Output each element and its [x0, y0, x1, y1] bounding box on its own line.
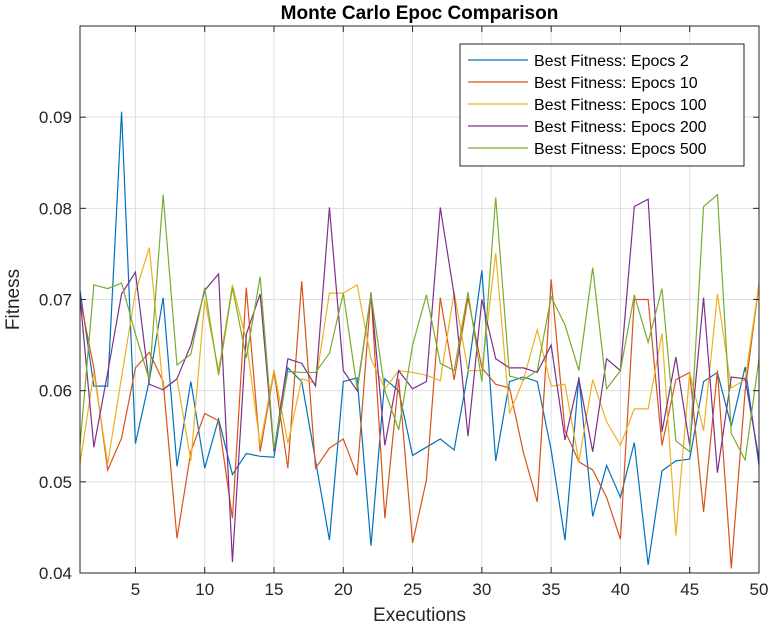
- x-axis-label: Executions: [373, 605, 466, 626]
- legend-label-5: Best Fitness: Epocs 500: [534, 141, 707, 158]
- x-tick-label: 20: [334, 580, 353, 599]
- x-tick-label: 50: [750, 580, 769, 599]
- axis-ticks: 5 10 15 20 25 30 35 40 45 50 0.04 0.05 0.06 0.07 0.08 0…: [39, 26, 769, 599]
- series-line-2: [79, 279, 760, 569]
- legend: Best Fitness: Epocs 2 Best Fitness: Epocs…: [459, 43, 745, 167]
- series-line-5: [79, 193, 760, 462]
- x-tick-label: 15: [265, 580, 284, 599]
- series-line-3: [79, 247, 760, 536]
- legend-label-2: Best Fitness: Epocs 10: [534, 75, 698, 92]
- legend-label-4: Best Fitness: Epocs 200: [534, 119, 707, 136]
- chart-title: Monte Carlo Epoc Comparison: [281, 3, 559, 24]
- y-tick-label: 0.06: [39, 382, 72, 401]
- series-line-1: [79, 111, 760, 565]
- x-tick-label: 35: [542, 580, 561, 599]
- x-tick-label: 25: [403, 580, 422, 599]
- series-line-4: [79, 198, 760, 563]
- x-tick-label: 30: [472, 580, 491, 599]
- y-tick-label: 0.05: [39, 473, 72, 492]
- legend-label-1: Best Fitness: Epocs 2: [534, 53, 689, 70]
- y-tick-label: 0.04: [39, 564, 72, 583]
- y-axis-label: Fitness: [3, 269, 24, 330]
- y-tick-label: 0.08: [39, 199, 72, 218]
- x-tick-label: 45: [680, 580, 699, 599]
- legend-box: [459, 43, 745, 167]
- y-tick-label: 0.09: [39, 108, 72, 127]
- y-tick-label: 0.07: [39, 291, 72, 310]
- x-tick-label: 40: [611, 580, 630, 599]
- legend-label-3: Best Fitness: Epocs 100: [534, 97, 707, 114]
- series-lines: [79, 111, 760, 569]
- x-tick-label: 10: [195, 580, 214, 599]
- x-tick-label: 5: [131, 580, 140, 599]
